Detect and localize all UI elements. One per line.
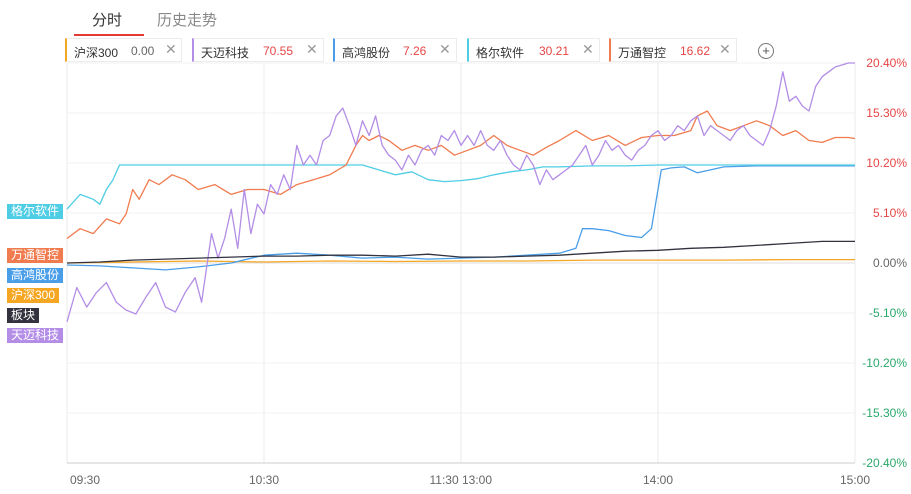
stock-chip-gaohong[interactable]: 高鸿股份 7.26 ✕ [333, 38, 457, 62]
y-tick-label: 0.00% [872, 256, 907, 270]
series-line-万通智控 [66, 110, 856, 240]
x-tick-label: 14:00 [643, 473, 674, 487]
series-line-板块 [66, 240, 855, 264]
tab-bar: 分时 历史走势 [0, 0, 911, 36]
stock-value: 70.55 [263, 44, 294, 58]
stock-value: 7.26 [403, 44, 427, 58]
active-tab-indicator [74, 34, 144, 36]
add-stock-icon[interactable]: + [758, 43, 774, 59]
stock-name: 天迈科技 [201, 46, 250, 60]
y-tick-label: 20.40% [866, 56, 907, 70]
y-tick-label: -5.10% [868, 306, 907, 320]
stock-name: 万通智控 [618, 46, 667, 60]
side-tag-wantong: 万通智控 [7, 248, 64, 263]
close-icon[interactable]: ✕ [719, 41, 731, 57]
x-tick-label: 10:30 [249, 473, 280, 487]
y-tick-label: 10.20% [866, 156, 907, 170]
series-line-格尔软件 [66, 164, 855, 210]
close-icon[interactable]: ✕ [582, 41, 594, 57]
stock-name: 高鸿股份 [342, 46, 391, 60]
close-icon[interactable]: ✕ [439, 41, 451, 57]
tab-history[interactable]: 历史走势 [157, 12, 218, 29]
side-tag-tianmai: 天迈科技 [7, 328, 64, 343]
stock-name: 格尔软件 [476, 46, 525, 60]
stock-chip-tianmai[interactable]: 天迈科技 70.55 ✕ [192, 38, 324, 62]
x-tick-label: 15:00 [840, 473, 871, 487]
stock-chip-wantong[interactable]: 万通智控 16.62 ✕ [609, 38, 737, 62]
side-tag-geer: 格尔软件 [7, 204, 64, 219]
stock-value: 30.21 [539, 44, 570, 58]
stock-chip-hs300[interactable]: 沪深300 0.00 ✕ [65, 38, 182, 62]
close-icon[interactable]: ✕ [165, 41, 177, 57]
grid-lines [66, 62, 856, 464]
close-icon[interactable]: ✕ [306, 41, 318, 57]
series-line-沪深300 [66, 258, 855, 264]
y-tick-label: -10.20% [862, 356, 907, 370]
x-tick-label: 09:30 [70, 473, 101, 487]
x-tick-label: 11:30 13:00 [429, 473, 493, 487]
stock-chip-geer[interactable]: 格尔软件 30.21 ✕ [467, 38, 600, 62]
y-tick-label: 5.10% [872, 206, 907, 220]
series-line-高鸿股份 [66, 165, 855, 271]
side-tag-gaohong: 高鸿股份 [7, 268, 64, 283]
series-line-天迈科技 [66, 62, 855, 322]
series-lines [66, 62, 856, 322]
tab-intraday[interactable]: 分时 [92, 12, 123, 29]
stock-name: 沪深300 [74, 46, 119, 60]
y-tick-label: 15.30% [866, 106, 907, 120]
y-tick-label: -15.30% [862, 406, 907, 420]
side-tag-hs300: 沪深300 [7, 288, 60, 303]
y-tick-label: -20.40% [862, 456, 907, 470]
stock-value: 16.62 [680, 44, 711, 58]
stock-value: 0.00 [131, 44, 155, 58]
side-tag-sector: 板块 [7, 308, 40, 323]
